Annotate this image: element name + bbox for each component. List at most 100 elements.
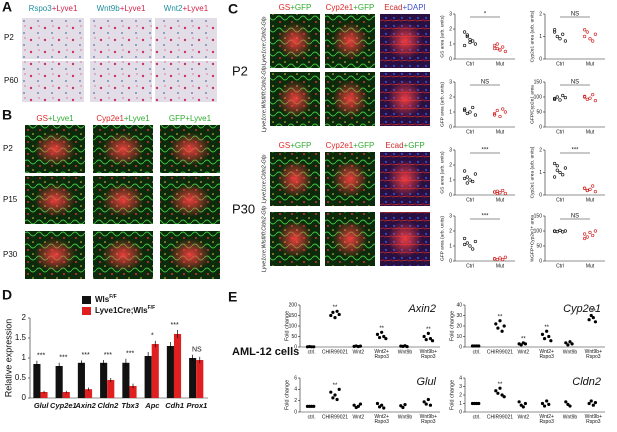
y-tick-label: 1 xyxy=(449,109,452,115)
significance: * xyxy=(484,12,487,18)
y-tick-label: 40 xyxy=(456,302,462,308)
y-tick-label: 6 xyxy=(294,375,297,381)
stage-label: P2 xyxy=(232,63,248,78)
legend-name: Wls xyxy=(95,295,110,304)
data-point xyxy=(426,331,430,335)
data-point xyxy=(563,39,568,43)
micrograph xyxy=(22,61,84,102)
micrograph xyxy=(22,18,84,59)
data-point xyxy=(405,344,409,349)
data-point xyxy=(570,342,574,346)
y-tick-label: 0 xyxy=(294,409,297,415)
vein-signal xyxy=(102,238,144,272)
data-point xyxy=(333,393,337,397)
bar xyxy=(196,360,204,398)
genotype-label: Lyve1cre;Wlsfl/fl;Cldn2-Gfp xyxy=(261,206,267,273)
data-point xyxy=(561,32,565,36)
significance: *** xyxy=(37,353,45,360)
data-point xyxy=(555,230,559,234)
x-tick-label: Axin2 xyxy=(74,401,96,410)
data-point xyxy=(494,389,498,393)
axis xyxy=(544,216,605,262)
x-tick-label: Mut xyxy=(496,263,505,269)
x-tick-label: Cyp2e1 xyxy=(50,401,77,410)
x-tick-label: ctrl. xyxy=(473,349,481,355)
vein-signal xyxy=(277,80,313,118)
significance: *** xyxy=(481,214,489,220)
column-header: Cyp2e1+Lyve1 xyxy=(96,114,150,123)
x-tick-label: Wnt9b xyxy=(398,414,413,420)
data-point xyxy=(558,37,562,41)
data-point xyxy=(377,335,382,340)
x-tick-label: CHIR99021 xyxy=(322,414,348,420)
x-tick-label: Wnt2+ Rspo3 xyxy=(539,414,554,425)
y-tick-label: 2 xyxy=(459,392,462,398)
significance: NS xyxy=(481,80,489,86)
y-tick-label: 100 xyxy=(534,94,543,100)
row-label: P2 xyxy=(4,33,14,42)
x-tick-label: Wnt2+ Rspo3 xyxy=(539,349,554,360)
data-point xyxy=(468,40,472,45)
panel-label: E xyxy=(228,289,237,305)
data-point xyxy=(473,42,478,46)
data-point xyxy=(468,178,472,182)
data-point xyxy=(566,402,570,406)
data-point xyxy=(585,188,589,193)
significance: ** xyxy=(498,314,503,320)
data-point xyxy=(496,391,500,395)
chart-title: Cldn2 xyxy=(572,376,601,388)
y-tick-label: 1 xyxy=(449,243,452,249)
legend-label: Lyve1Cre;WlsF/F xyxy=(95,305,155,315)
y-tick-label: 1 xyxy=(539,34,542,40)
data-point xyxy=(465,111,469,116)
data-point xyxy=(500,393,504,397)
data-point xyxy=(593,320,598,324)
vein-signal xyxy=(332,220,368,258)
x-tick-label: Wnt2 xyxy=(352,414,364,420)
y-tick-label: 150 xyxy=(534,79,543,85)
vein-signal xyxy=(332,160,368,198)
data-point xyxy=(558,98,562,102)
data-point xyxy=(463,108,467,113)
axis xyxy=(454,150,515,196)
data-point xyxy=(563,166,568,170)
data-point xyxy=(380,330,384,334)
y-tick-label: 3 xyxy=(449,147,452,153)
data-point xyxy=(563,95,568,100)
data-point xyxy=(502,324,506,328)
data-point xyxy=(428,403,433,407)
y-tick-label: 1 xyxy=(22,353,27,362)
significance: ** xyxy=(379,326,384,332)
data-point xyxy=(582,94,587,98)
bar xyxy=(40,392,48,398)
x-tick-label: Tbx3 xyxy=(121,401,139,410)
data-point xyxy=(335,397,339,402)
x-tick-label: CHIR99021 xyxy=(487,349,513,355)
panel-label: C xyxy=(228,1,238,17)
data-point xyxy=(501,107,505,111)
column-header: Cyp2e1+GFP xyxy=(326,3,375,12)
column-header: GS+GFP xyxy=(279,141,312,150)
data-point xyxy=(399,404,403,408)
y-tick-label: 3 xyxy=(459,384,462,390)
data-point xyxy=(588,230,592,235)
row-label: P2 xyxy=(3,144,13,153)
data-point xyxy=(588,187,592,191)
y-tick-label: 0 xyxy=(449,192,452,198)
y-tick-label: 2 xyxy=(539,11,542,17)
y-tick-label: 0 xyxy=(459,344,462,350)
data-point xyxy=(503,49,508,54)
data-point xyxy=(426,397,430,402)
vein-signal xyxy=(387,22,423,60)
data-point xyxy=(558,228,562,232)
data-point xyxy=(401,405,405,410)
vein-signal xyxy=(34,238,76,272)
y-tick-label: 0 xyxy=(539,258,542,264)
data-point xyxy=(495,42,499,46)
y-tick-label: 10 xyxy=(456,334,462,340)
x-tick-label: Wnt2+ Rspo3 xyxy=(374,414,389,425)
y-tick-label: 2 xyxy=(449,26,452,32)
vein-signal xyxy=(387,160,423,198)
data-point xyxy=(552,229,557,233)
data-point xyxy=(552,161,557,166)
